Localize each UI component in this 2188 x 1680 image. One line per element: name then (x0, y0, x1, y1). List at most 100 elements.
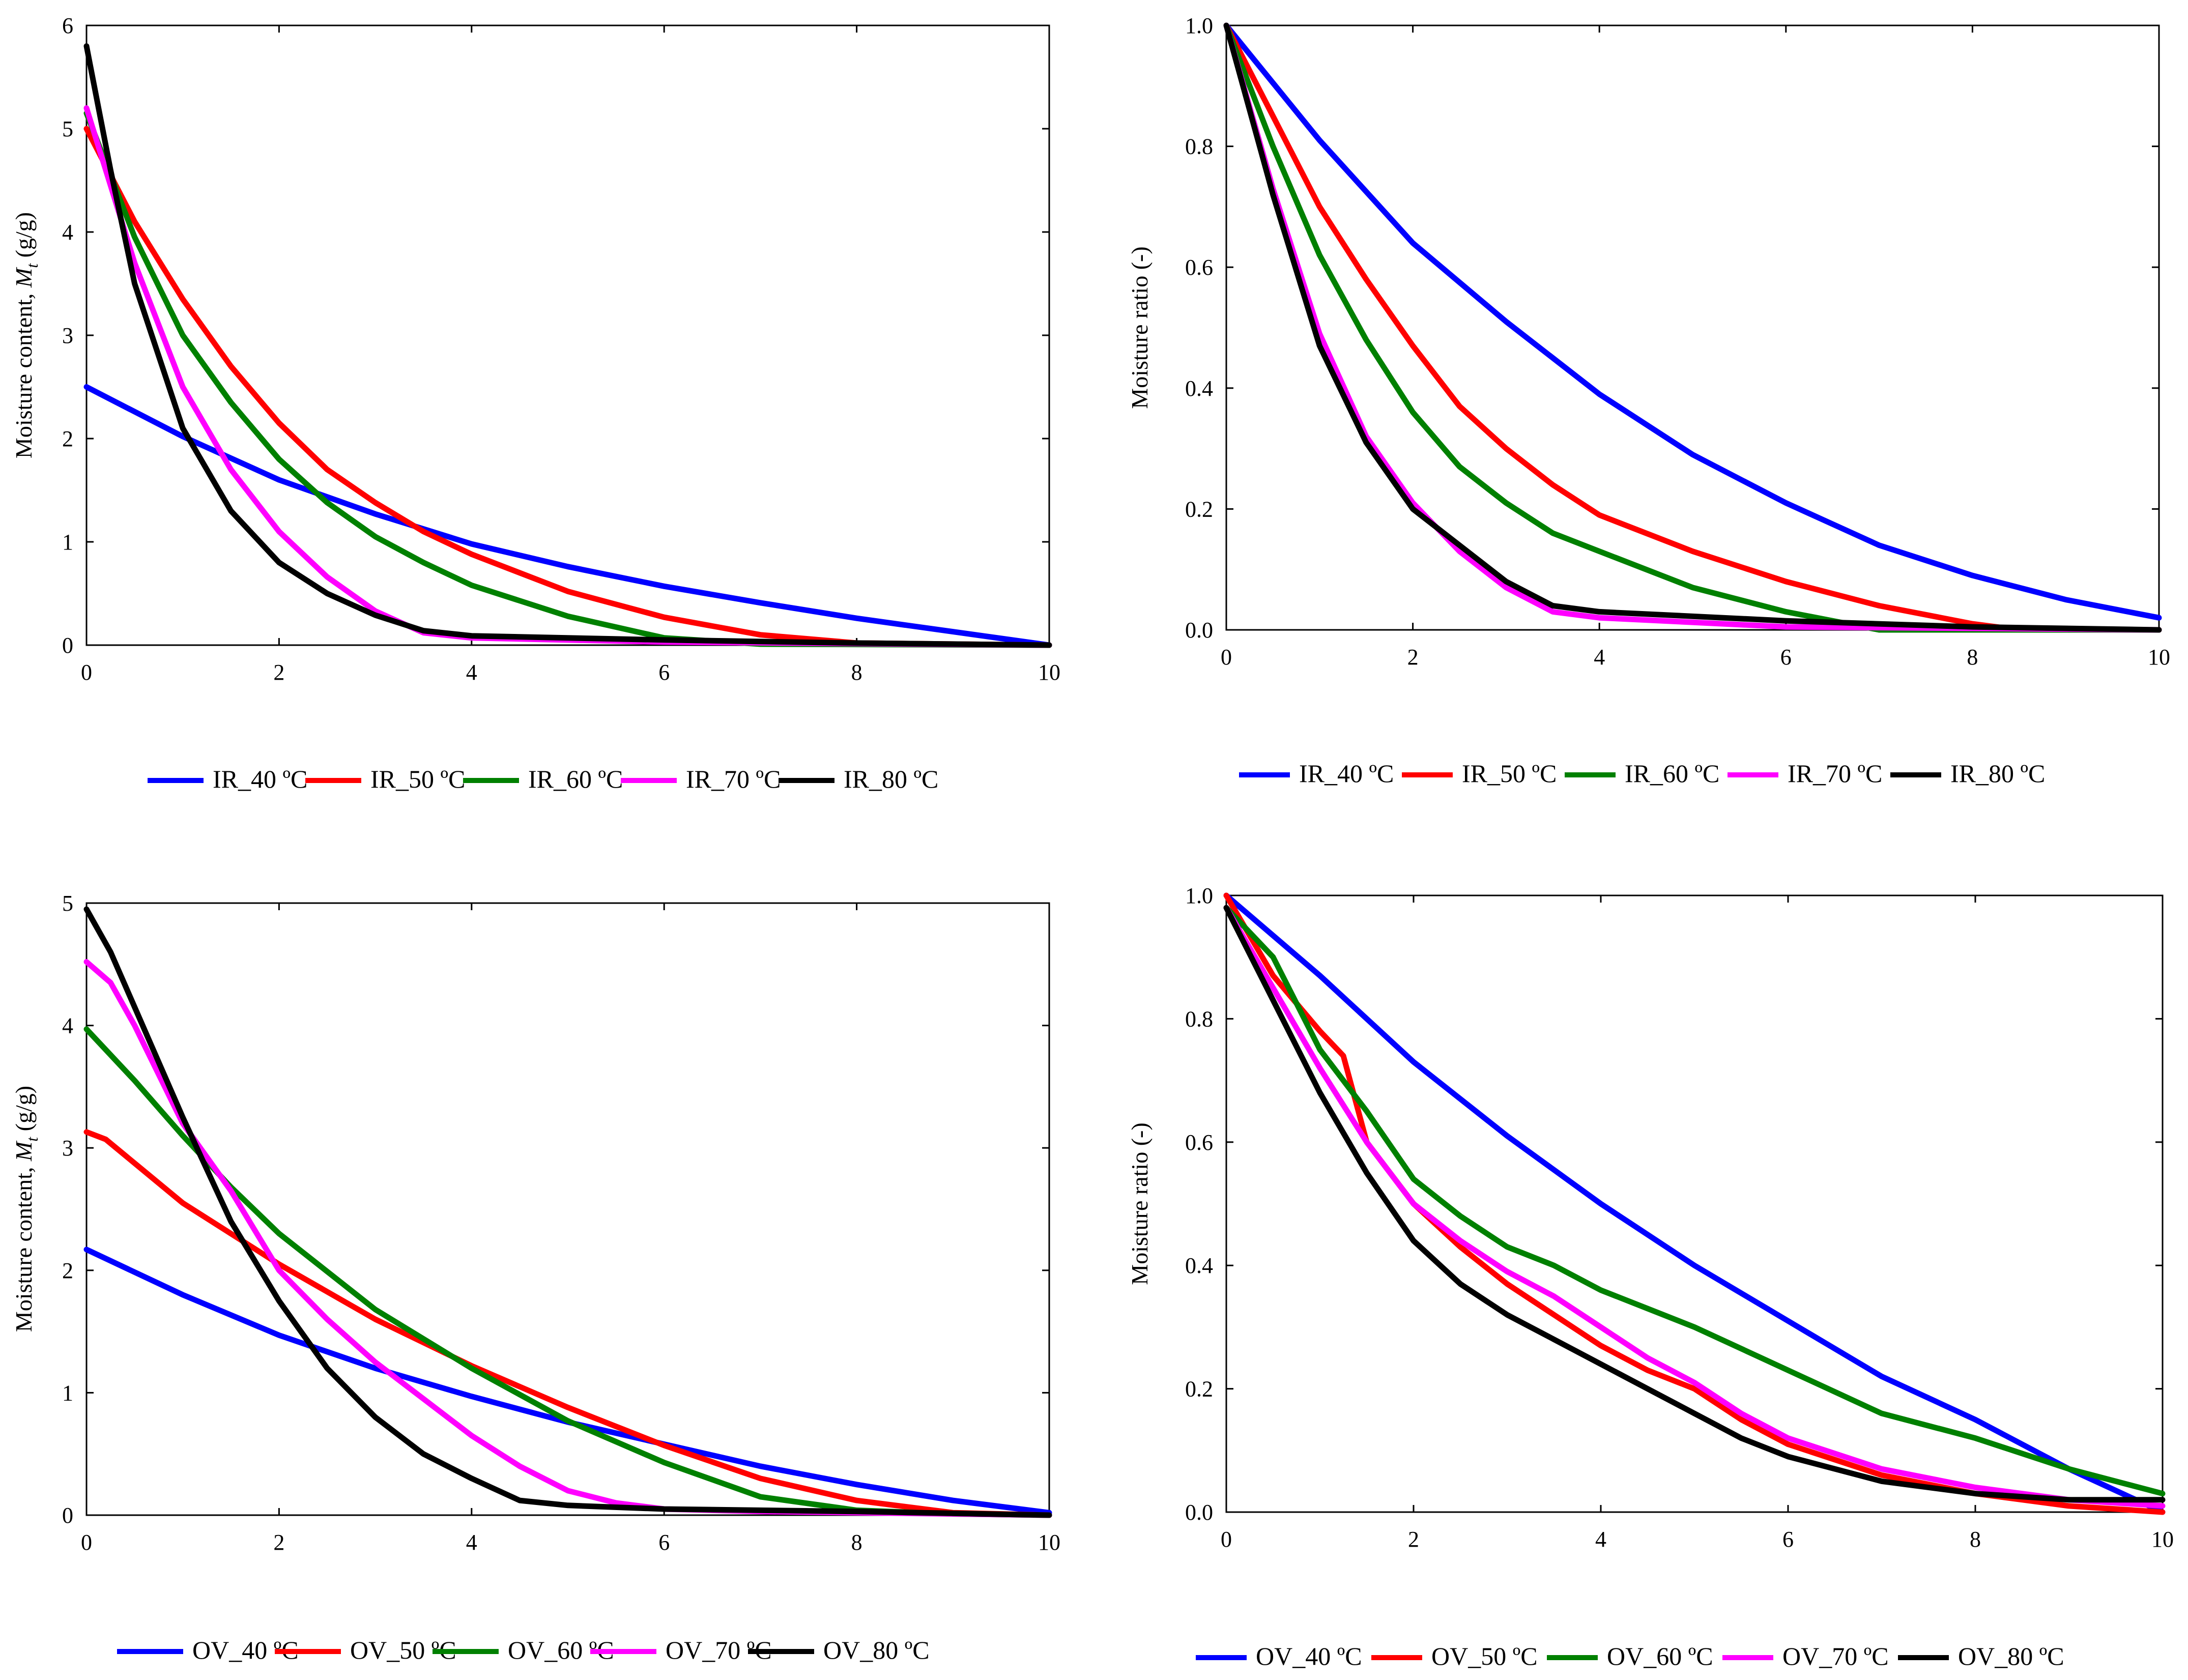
y-axis-label-var: M (11, 267, 37, 288)
chart-panel-a: 0 2 4 6 8 10 0 1 2 3 4 5 6 Moisture content, Mt (g/g)… (11, 13, 1060, 793)
y-tick-label: 1.0 (1185, 13, 1213, 38)
legend-entry: OV_40 ºC (1256, 1642, 1362, 1670)
y-tick-label: 1.0 (1185, 883, 1213, 908)
y-tick-label: 0.8 (1185, 134, 1213, 159)
legend-entry: IR_70 ºC (686, 765, 781, 793)
y-tick-label: 3 (62, 323, 73, 348)
x-tick-label: 4 (466, 1530, 477, 1555)
x-tick-label: 8 (851, 1530, 862, 1555)
y-tick-label: 0.4 (1185, 376, 1213, 401)
plot-frame (1225, 24, 2160, 631)
y-tick-label: 5 (62, 117, 73, 141)
series-line-OV-40-C (1223, 892, 2166, 1515)
y-tick-label: 3 (62, 1136, 73, 1161)
y-tick-label: 4 (62, 220, 73, 245)
legend-entry: IR_60 ºC (1625, 759, 1719, 788)
y-tick-label: 2 (62, 1258, 73, 1283)
x-tick-label: 0 (1221, 1527, 1232, 1552)
y-tick-label: 0.2 (1185, 497, 1213, 522)
y-axis-label: Moisture ratio (-) (1127, 1122, 1153, 1285)
series-line-IR-40-C (83, 384, 1052, 648)
series-line-IR-50-C (1223, 22, 2162, 633)
y-axis-label: Moisture ratio (-) (1127, 246, 1153, 409)
legend-entry: IR_40 ºC (213, 765, 307, 793)
x-tick-label: 10 (1038, 660, 1060, 685)
y-tick-label: 0.4 (1185, 1253, 1213, 1278)
y-tick-label: 5 (62, 891, 73, 916)
legend-entry: OV_80 ºC (823, 1636, 930, 1664)
x-tick-label: 4 (466, 660, 477, 685)
y-tick-label: 0 (62, 1503, 73, 1528)
series-line-IR-60-C (1223, 22, 2162, 633)
x-tick-label: 2 (273, 1530, 284, 1555)
legend-entry: IR_50 ºC (370, 765, 465, 793)
y-axis-label-main: Moisture content, (11, 1161, 37, 1332)
series-line-IR-80-C (1223, 22, 2162, 633)
x-tick-label: 4 (1594, 645, 1605, 670)
x-tick-label: 10 (2148, 645, 2170, 670)
y-tick-label: 2 (62, 426, 73, 451)
y-axis-label: Moisture content, Mt (g/g) (11, 1086, 41, 1332)
chart-panel-c: 0 2 4 6 8 10 0 1 2 3 4 5 Moisture content, Mt (g/g) O… (11, 891, 1060, 1664)
chart-panel-b: 0 2 4 6 8 10 0.0 0.2 0.4 0.6 0.8 1.0 Moisture ratio … (1127, 13, 2170, 788)
series-line-OV-80-C (1223, 905, 2166, 1503)
y-axis-label-unit: (g/g) (11, 1086, 37, 1137)
series-line-IR-40-C (1223, 22, 2162, 621)
y-tick-label: 4 (62, 1013, 73, 1038)
x-tick-label: 6 (1782, 1527, 1794, 1552)
series-line-OV-70-C (1223, 905, 2166, 1509)
x-tick-label: 8 (1970, 1527, 1981, 1552)
series-line-IR-50-C (83, 126, 1052, 648)
legend-entry: IR_70 ºC (1788, 759, 1882, 788)
series-line-OV-50-C (83, 1129, 1052, 1518)
series-line-OV-60-C (83, 1026, 1052, 1518)
legend: IR_40 ºC IR_50 ºC IR_60 ºC IR_70 ºC IR_80 ºC (1239, 759, 2045, 788)
legend: OV_40 ºC OV_50 ºC OV_60 ºC OV_70 ºC OV_80 ºC (1196, 1642, 2064, 1670)
legend-entry: IR_60 ºC (528, 765, 623, 793)
legend-entry: OV_80 ºC (1958, 1642, 2064, 1670)
series-line-IR-70-C (1223, 22, 2162, 633)
x-tick-label: 6 (658, 1530, 670, 1555)
x-tick-label: 10 (1038, 1530, 1060, 1555)
y-tick-label: 0.0 (1185, 1500, 1213, 1525)
legend-entry: IR_80 ºC (844, 765, 938, 793)
legend-entry: IR_80 ºC (1950, 759, 2045, 788)
series-line-OV-50-C (1223, 892, 2166, 1515)
y-tick-label: 1 (62, 530, 73, 555)
legend-entry: IR_40 ºC (1299, 759, 1394, 788)
y-tick-label: 0.0 (1185, 618, 1213, 643)
y-tick-label: 0.2 (1185, 1377, 1213, 1402)
legend-entry: OV_60 ºC (1607, 1642, 1713, 1670)
y-tick-label: 0 (62, 633, 73, 658)
series-line-OV-40-C (83, 1247, 1052, 1516)
y-tick-label: 6 (62, 13, 73, 38)
y-axis-label-sub: t (23, 1137, 41, 1142)
y-axis-label-unit: (g/g) (11, 212, 37, 264)
series-line-OV-70-C (83, 959, 1052, 1518)
plot-frame (85, 902, 1050, 1516)
x-tick-label: 10 (2151, 1527, 2174, 1552)
y-tick-label: 1 (62, 1380, 73, 1405)
y-axis-label-var: M (11, 1140, 37, 1162)
legend-entry: IR_50 ºC (1462, 759, 1557, 788)
x-tick-label: 0 (81, 1530, 92, 1555)
series-line-IR-80-C (83, 43, 1052, 648)
x-tick-label: 2 (1407, 645, 1419, 670)
y-axis-label-main: Moisture content, (11, 287, 37, 458)
x-tick-label: 4 (1595, 1527, 1606, 1552)
y-axis-label-sub: t (23, 263, 41, 268)
legend-entry: OV_70 ºC (1782, 1642, 1889, 1670)
x-tick-label: 6 (1780, 645, 1792, 670)
x-tick-label: 6 (658, 660, 670, 685)
chart-panel-d: 0 2 4 6 8 10 0.0 0.2 0.4 0.6 0.8 1.0 Moisture ratio … (1127, 883, 2174, 1670)
plot-frame (1225, 894, 2164, 1513)
series-line-OV-80-C (83, 906, 1052, 1518)
y-tick-label: 0.6 (1185, 1130, 1213, 1155)
x-tick-label: 8 (1967, 645, 1978, 670)
legend: OV_40 ºC OV_50 ºC OV_60 ºC OV_70 ºC OV_80 ºC (117, 1636, 930, 1664)
x-tick-label: 0 (81, 660, 92, 685)
x-tick-label: 0 (1221, 645, 1232, 670)
x-tick-label: 2 (273, 660, 284, 685)
plot-frame (85, 24, 1050, 646)
